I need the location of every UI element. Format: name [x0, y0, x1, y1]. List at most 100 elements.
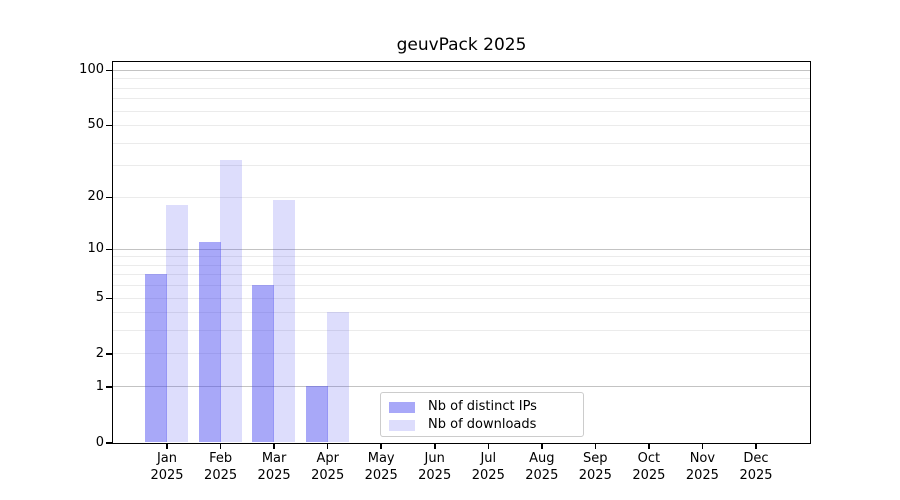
y-axis-tick-label-5: 5: [95, 290, 104, 305]
x-axis-tick-label-jan: Jan 2025: [132, 451, 202, 484]
gridline-minor-2: [113, 353, 810, 355]
y-axis-tick-label-2: 2: [95, 345, 104, 361]
gridline-minor-3: [113, 330, 810, 332]
month-label: Apr: [316, 451, 339, 466]
month-label: Jan: [156, 451, 178, 466]
x-axis-tick-label-jun: Jun 2025: [400, 451, 470, 484]
y-axis-tick-label-20: 20: [87, 189, 104, 204]
year-label: 2025: [418, 467, 452, 483]
chart-title: geuvPack 2025: [396, 35, 527, 55]
month-label: Dec: [743, 451, 769, 466]
x-tick-mark-nov: [701, 444, 704, 449]
x-axis-tick-label-mar: Mar 2025: [239, 451, 309, 484]
bar-distinct-ips-feb: [198, 241, 221, 442]
year-label: 2025: [204, 467, 238, 483]
y-axis-tick-label-100: 100: [79, 62, 104, 78]
month-label: Jul: [480, 451, 497, 466]
year-label: 2025: [525, 467, 559, 483]
gridline-minor-40: [113, 142, 810, 144]
y-tick-mark-5: [106, 297, 112, 299]
x-tick-mark-dec: [755, 444, 757, 449]
gridline-minor-6: [113, 285, 810, 287]
month-label: Sep: [583, 451, 608, 466]
bar-distinct-ips-jan: [145, 274, 167, 442]
y-tick-mark-0: [106, 442, 112, 444]
x-axis-tick-label-nov: Nov 2025: [667, 451, 737, 484]
gridline-minor-60: [113, 110, 810, 112]
x-tick-mark-jan: [166, 444, 168, 449]
x-tick-mark-oct: [648, 444, 650, 449]
x-axis-tick-label-aug: Aug 2025: [507, 451, 577, 484]
gridline-minor-8: [113, 264, 810, 266]
year-label: 2025: [739, 467, 773, 483]
y-axis-tick-label-1: 1: [95, 378, 104, 394]
month-label: Mar: [261, 451, 287, 466]
gridline-major-100: [113, 69, 810, 71]
y-axis-tick-label-50: 50: [87, 117, 104, 133]
x-tick-mark-aug: [541, 444, 543, 449]
gridline-minor-50: [113, 124, 810, 126]
year-label: 2025: [632, 467, 666, 483]
x-axis-tick-label-oct: Oct 2025: [614, 451, 684, 484]
gridline-minor-80: [113, 87, 810, 89]
x-axis-tick-label-feb: Feb 2025: [186, 451, 256, 484]
x-tick-mark-apr: [326, 444, 329, 449]
year-label: 2025: [364, 467, 398, 483]
bar-downloads-jan: [166, 204, 188, 442]
y-tick-mark-20: [106, 196, 112, 198]
x-tick-mark-jul: [487, 444, 489, 449]
year-label: 2025: [311, 467, 345, 483]
gridline-minor-30: [113, 165, 810, 167]
year-label: 2025: [257, 467, 291, 483]
month-label: Feb: [209, 451, 233, 466]
bar-downloads-feb: [219, 160, 242, 442]
x-tick-mark-jun: [434, 444, 436, 449]
x-axis-tick-label-may: May 2025: [346, 451, 416, 484]
year-label: 2025: [471, 467, 505, 483]
bar-distinct-ips-mar: [252, 285, 275, 442]
month-label: Jun: [424, 451, 445, 466]
x-axis-tick-label-sep: Sep 2025: [560, 451, 630, 484]
y-tick-mark-1: [106, 386, 112, 388]
month-label: Oct: [637, 451, 661, 466]
x-axis-tick-label-jul: Jul 2025: [453, 451, 523, 484]
x-tick-mark-sep: [594, 444, 597, 449]
legend-label-distinct-ips: Nb of distinct IPs: [428, 399, 537, 414]
gridline-minor-7: [113, 274, 810, 276]
gridline-minor-90: [113, 78, 810, 80]
legend: Nb of distinct IPs Nb of downloads: [380, 392, 584, 437]
x-axis-tick-label-dec: Dec 2025: [721, 451, 791, 484]
legend-swatch-downloads: [389, 419, 415, 431]
x-tick-mark-may: [380, 444, 382, 449]
x-tick-mark-mar: [273, 444, 275, 449]
gridline-major-1: [113, 386, 810, 388]
y-tick-mark-2: [106, 353, 112, 355]
legend-label-downloads: Nb of downloads: [428, 417, 537, 432]
year-label: 2025: [150, 467, 184, 483]
x-tick-mark-feb: [219, 444, 222, 449]
gridline-minor-70: [113, 98, 810, 100]
x-axis-tick-label-apr: Apr 2025: [293, 451, 363, 484]
y-tick-mark-10: [106, 248, 112, 251]
year-label: 2025: [578, 467, 612, 483]
y-tick-mark-50: [106, 124, 112, 127]
gridline-minor-5: [113, 297, 810, 299]
y-tick-mark-100: [106, 69, 112, 72]
y-axis-tick-label-10: 10: [87, 241, 104, 257]
legend-entry-distinct-ips: Nb of distinct IPs: [389, 398, 575, 416]
bar-downloads-mar: [273, 200, 296, 442]
month-label: Aug: [529, 451, 555, 466]
month-label: May: [367, 451, 395, 466]
gridline-minor-20: [113, 196, 810, 198]
y-axis-tick-label-0: 0: [95, 434, 104, 450]
bar-downloads-apr: [326, 312, 349, 442]
plot-area: Nb of distinct IPs Nb of downloads: [112, 61, 811, 444]
legend-swatch-distinct-ips: [389, 401, 415, 413]
gridline-minor-4: [113, 312, 810, 314]
gridline-major-10: [113, 248, 810, 250]
year-label: 2025: [685, 467, 719, 483]
bar-distinct-ips-apr: [305, 386, 328, 442]
legend-entry-downloads: Nb of downloads: [389, 416, 575, 434]
month-label: Nov: [689, 451, 716, 466]
